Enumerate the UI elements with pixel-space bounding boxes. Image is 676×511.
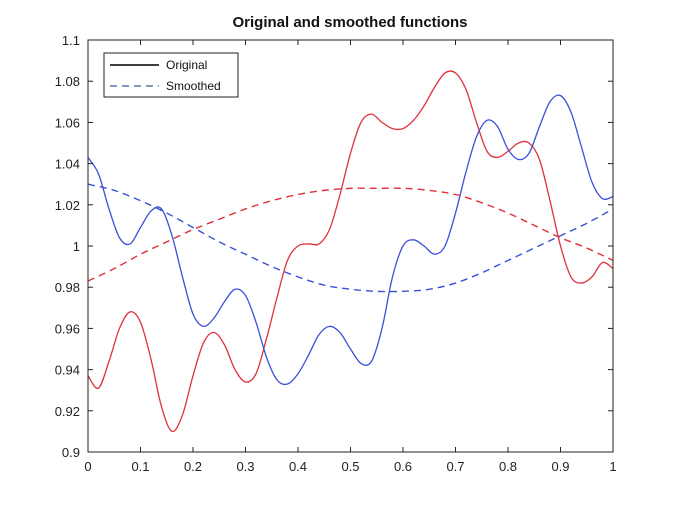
y-tick-label: 1.1 xyxy=(62,33,80,48)
series-line-original-blue xyxy=(87,94,614,386)
legend-label-smoothed: Smoothed xyxy=(166,79,221,93)
plot-background xyxy=(88,40,613,452)
y-tick-label: 0.98 xyxy=(55,280,80,295)
x-tick-label: 0.9 xyxy=(551,459,569,474)
x-tick-label: 1 xyxy=(609,459,616,474)
series-line-smoothed-red xyxy=(87,187,614,282)
x-axis: 0 0.1 0.2 0.3 0.4 0.5 0.6 0.7 0.8 0.9 1 xyxy=(84,40,617,474)
series-line-original-red xyxy=(87,70,614,433)
legend-label-original: Original xyxy=(166,58,207,72)
legend-box xyxy=(103,52,239,98)
y-tick-label: 1.08 xyxy=(55,74,80,89)
y-tick-label: 0.9 xyxy=(62,445,80,460)
y-axis: 0.9 0.92 0.94 0.96 0.98 1 1.02 1.04 1.06 1.08 1.1 xyxy=(55,33,613,460)
x-tick-label: 0.8 xyxy=(499,459,517,474)
y-tick-label: 1.02 xyxy=(55,198,80,213)
x-tick-label: 0.3 xyxy=(236,459,254,474)
x-tick-label: 0.4 xyxy=(289,459,307,474)
y-tick-label: 1.04 xyxy=(55,157,80,172)
y-tick-label: 1.06 xyxy=(55,115,80,130)
y-tick-label: 0.94 xyxy=(55,363,80,378)
x-tick-label: 0.1 xyxy=(131,459,149,474)
x-tick-label: 0.7 xyxy=(446,459,464,474)
series-line-smoothed-blue xyxy=(87,183,614,293)
y-tick-label: 0.96 xyxy=(55,321,80,336)
x-tick-label: 0.6 xyxy=(394,459,412,474)
x-tick-label: 0.2 xyxy=(184,459,202,474)
x-tick-label: 0.5 xyxy=(341,459,359,474)
chart-title: Original and smoothed functions xyxy=(232,14,467,31)
y-tick-label: 1 xyxy=(73,239,80,254)
legend: Original Smoothed xyxy=(103,52,239,98)
series-layer xyxy=(87,70,614,433)
x-tick-label: 0 xyxy=(84,459,91,474)
y-tick-label: 0.92 xyxy=(55,404,80,419)
